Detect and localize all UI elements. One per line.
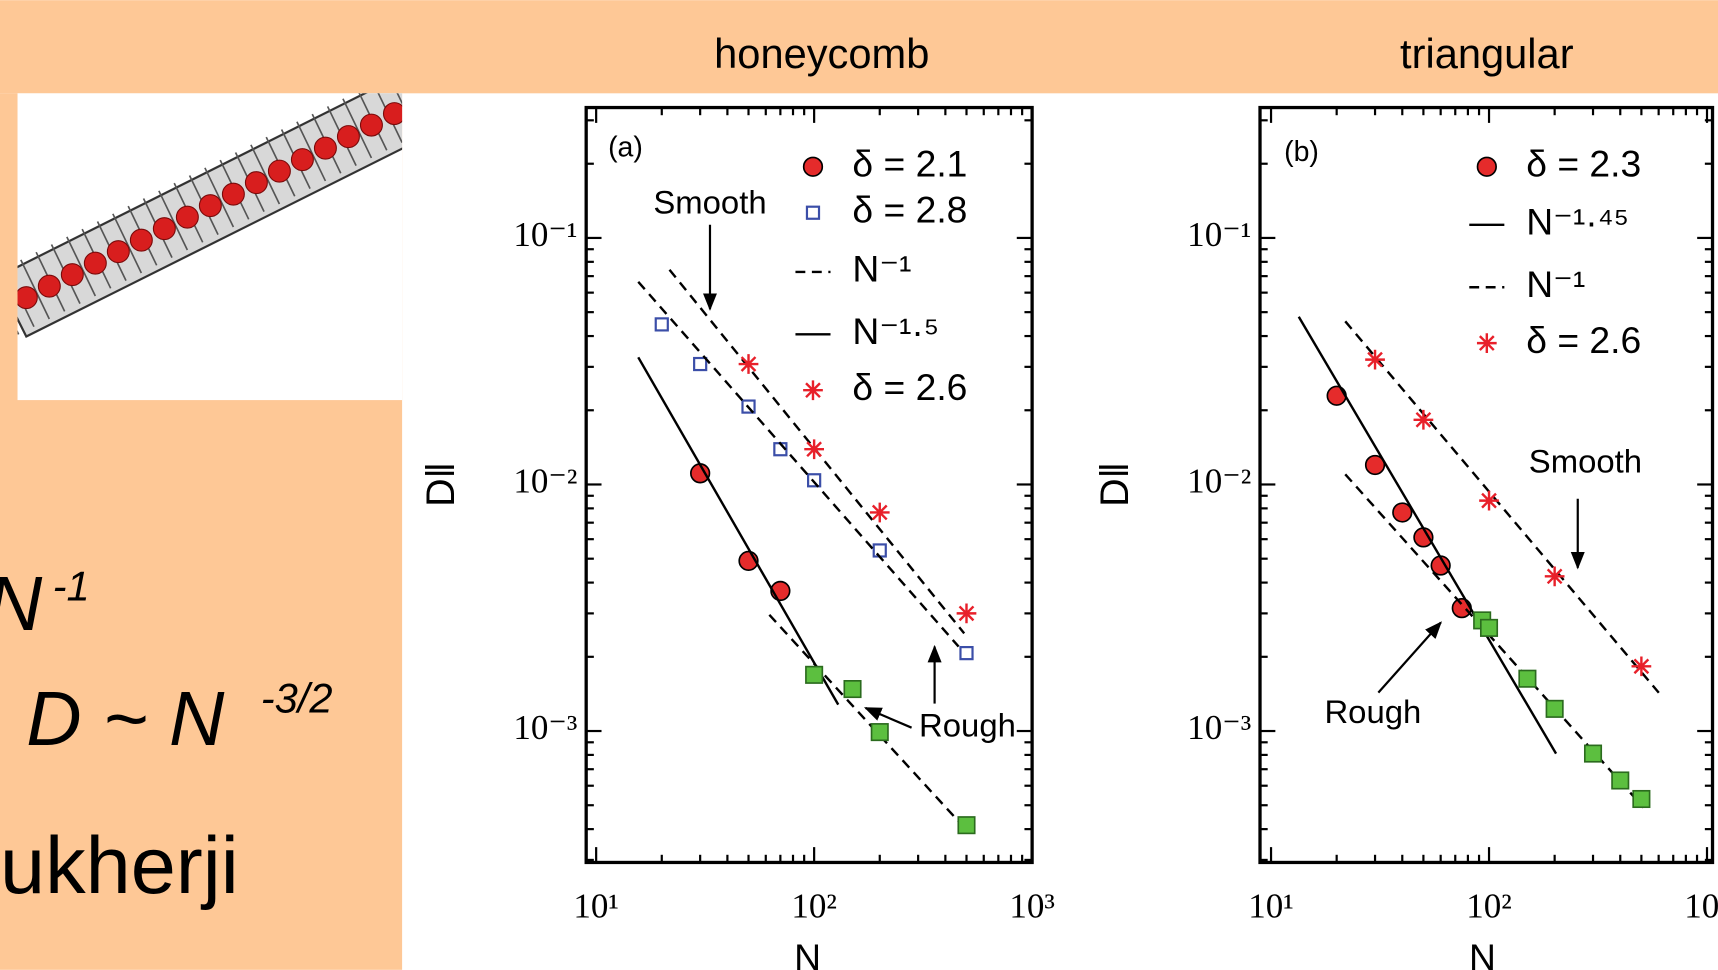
author-text: ukherji: [0, 821, 239, 911]
data-point: [1519, 670, 1535, 686]
x-tick-label: 10²: [791, 887, 837, 926]
data-point: [1452, 599, 1471, 618]
data-point: [957, 604, 977, 624]
sphere: [360, 114, 382, 136]
x-tick-label: 10¹: [1248, 887, 1294, 926]
data-point: [656, 318, 668, 330]
legend-label: N⁻¹·⁵: [852, 310, 939, 352]
x-axis-label: N: [1469, 936, 1496, 970]
x-tick-label: 10³: [1009, 887, 1055, 926]
annotation-arrows: [710, 225, 1578, 728]
formula-base: N: [0, 562, 43, 647]
data-point: [806, 667, 822, 683]
sphere: [222, 183, 244, 205]
sphere: [61, 264, 83, 286]
fit-line: [1299, 317, 1556, 754]
y-tick-label: 10⁻³: [513, 708, 577, 747]
sphere: [84, 252, 106, 274]
legend-label: N⁻¹: [852, 248, 911, 290]
y-tick-label: 10⁻²: [513, 462, 577, 501]
arrow: [1378, 623, 1440, 693]
y-axis-label: D‖: [1093, 462, 1137, 507]
data-point: [1365, 350, 1385, 370]
chart-title: triangular: [1400, 30, 1574, 77]
data-point: [804, 439, 824, 459]
annotation: Rough: [919, 706, 1016, 743]
formula-base: D ~ N: [26, 677, 225, 762]
data-point: [1612, 772, 1628, 788]
x-axis-label: N: [794, 936, 821, 970]
data-point: [1585, 745, 1601, 761]
annotation: Rough: [1324, 693, 1421, 730]
chart: triangular 10¹ 10² 10³ 10⁻³ 10⁻² 10⁻¹ N D‖ δ = 2.…: [1093, 30, 1718, 970]
y-tick-label: 10⁻¹: [1187, 215, 1251, 254]
x-tick-label: 10²: [1466, 887, 1512, 926]
sphere: [15, 287, 37, 309]
formula-exponent: -3/2: [261, 674, 333, 721]
sphere: [291, 149, 313, 171]
annotation: Smooth: [1529, 442, 1642, 479]
data-point: [1632, 656, 1652, 676]
data-point: [739, 354, 759, 374]
data-point: [874, 544, 886, 556]
y-axis-label: D‖: [419, 462, 463, 507]
data-point: [1633, 791, 1649, 807]
annotation: Smooth: [653, 184, 766, 221]
sphere: [199, 195, 221, 217]
y-tick-label: 10⁻²: [1187, 462, 1251, 501]
sphere: [245, 172, 267, 194]
page: N -1 D ~ N -3/2 ukherji honeycomb 10¹ 10² 1…: [0, 0, 1718, 970]
sphere: [337, 126, 359, 148]
legend-label: δ = 2.8: [852, 189, 967, 231]
legend-marker: [1478, 157, 1497, 176]
fit-line: [1345, 321, 1659, 692]
legend-marker: [807, 207, 819, 219]
data-point: [844, 681, 860, 697]
legend-marker: [804, 157, 823, 176]
sphere: [130, 229, 152, 251]
legend-label: N⁻¹: [1526, 263, 1585, 305]
data-point: [1481, 620, 1497, 636]
legend-marker: [803, 380, 823, 400]
sphere: [107, 241, 129, 263]
data-point: [958, 817, 974, 833]
annotation: (a): [608, 132, 643, 164]
sphere: [268, 160, 290, 182]
data-point: [1414, 410, 1434, 430]
x-tick-label: 10³: [1684, 887, 1718, 926]
data-point: [870, 503, 890, 523]
data-point: [694, 358, 706, 370]
data-point: [1479, 491, 1499, 511]
legend-label: δ = 2.1: [852, 143, 967, 185]
data-point: [1546, 701, 1562, 717]
legend-label: N⁻¹·⁴⁵: [1526, 201, 1629, 243]
data-point: [872, 724, 888, 740]
plot-frame: [1260, 108, 1713, 863]
chart-title: honeycomb: [714, 30, 929, 77]
data-point: [1327, 386, 1346, 405]
x-tick-label: 10¹: [573, 887, 619, 926]
sphere: [38, 275, 60, 297]
y-tick-label: 10⁻³: [1187, 708, 1251, 747]
sphere: [176, 206, 198, 228]
chart: honeycomb 10¹ 10² 10³ 10⁻³ 10⁻² 10⁻¹ N D‖ δ = 2.1…: [419, 30, 1055, 970]
formula-exponent: -1: [53, 563, 90, 610]
fit-line: [638, 357, 838, 704]
data-point: [960, 647, 972, 659]
slide: N -1 D ~ N -3/2 ukherji honeycomb 10¹ 10² 1…: [0, 0, 1718, 970]
legend-label: δ = 2.6: [1526, 319, 1641, 361]
data-point: [1545, 566, 1565, 586]
legend-label: δ = 2.3: [1526, 143, 1641, 185]
annotation: (b): [1284, 136, 1319, 168]
legend-marker: [1477, 333, 1497, 353]
y-tick-label: 10⁻¹: [513, 215, 577, 254]
sphere: [153, 218, 175, 240]
sphere: [406, 91, 428, 113]
legend-label: δ = 2.6: [852, 366, 967, 408]
sphere: [383, 103, 405, 125]
sphere: [314, 137, 336, 159]
